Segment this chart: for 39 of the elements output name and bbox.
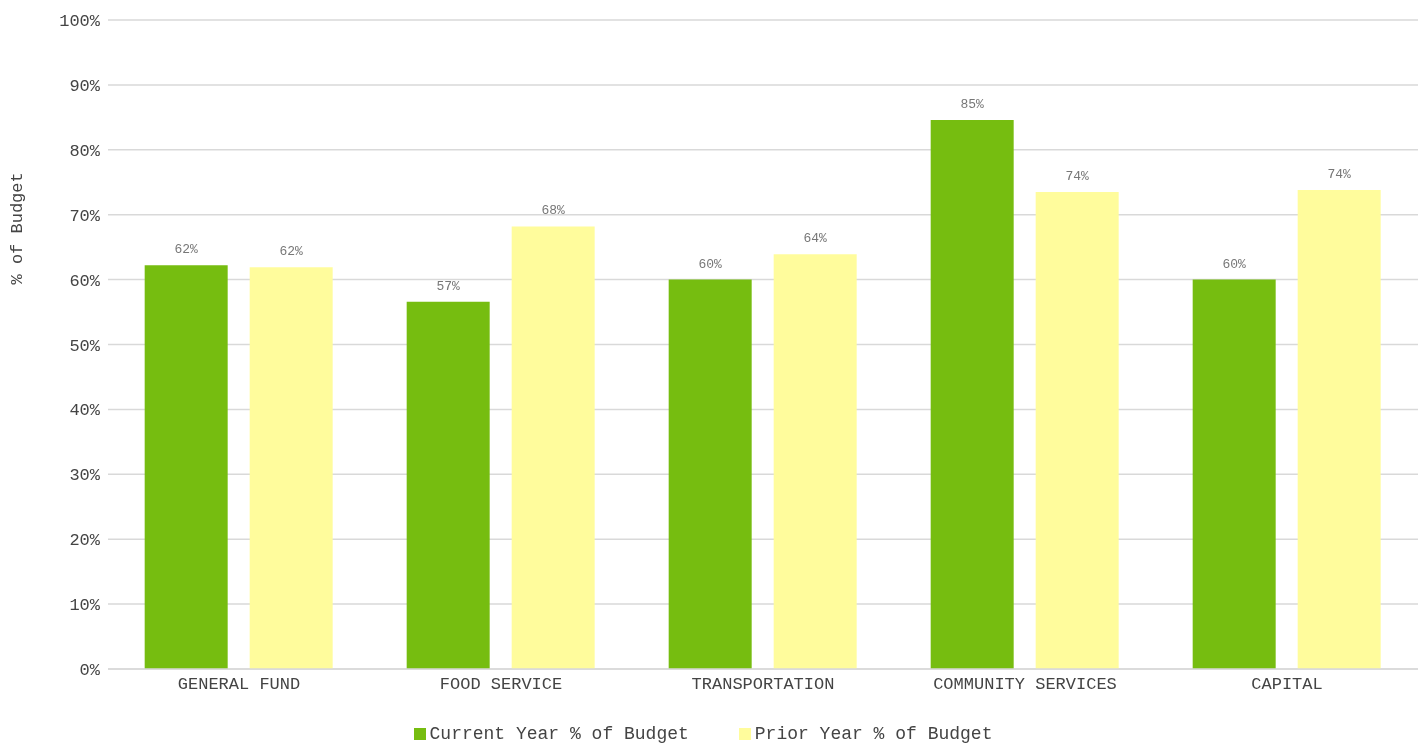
bar (668, 279, 752, 669)
y-tick-label: 20% (69, 531, 101, 551)
y-tick-label: 0% (79, 661, 101, 681)
y-tick-label: 30% (69, 466, 101, 486)
data-label: 62% (279, 244, 304, 260)
y-tick-label: 40% (69, 401, 101, 421)
data-label: 85% (960, 96, 985, 112)
data-label: 62% (174, 242, 199, 258)
y-tick-label: 10% (69, 596, 101, 616)
y-tick-label: 60% (69, 271, 101, 291)
bar (511, 226, 595, 669)
bar (144, 265, 228, 669)
x-tick-label: TRANSPORTATION (691, 675, 835, 695)
y-tick-label: 80% (69, 141, 101, 161)
bar (773, 254, 857, 669)
bar (1297, 190, 1381, 669)
data-label: 60% (698, 256, 723, 272)
bar (406, 301, 490, 669)
data-label: 60% (1222, 256, 1247, 272)
bar (249, 267, 333, 669)
x-tick-label: COMMUNITY SERVICES (933, 675, 1117, 695)
data-label: 74% (1065, 168, 1090, 184)
data-label: 64% (803, 231, 828, 247)
y-tick-label: 100% (59, 12, 101, 32)
y-axis-title: % of Budget (8, 172, 28, 285)
bar (930, 119, 1014, 669)
bar (1035, 191, 1119, 669)
x-tick-label: FOOD SERVICE (439, 675, 563, 695)
legend-label: Current Year % of Budget (429, 724, 689, 744)
x-tick-label: GENERAL FUND (177, 675, 301, 695)
y-tick-label: 50% (69, 336, 101, 356)
data-label: 74% (1327, 167, 1352, 183)
x-tick-label: CAPITAL (1251, 675, 1323, 695)
data-label: 68% (541, 203, 566, 219)
y-tick-label: 90% (69, 76, 101, 96)
legend-label: Prior Year % of Budget (754, 724, 993, 744)
y-tick-label: 70% (69, 206, 101, 226)
bar (1192, 279, 1276, 669)
data-label: 57% (436, 278, 461, 294)
